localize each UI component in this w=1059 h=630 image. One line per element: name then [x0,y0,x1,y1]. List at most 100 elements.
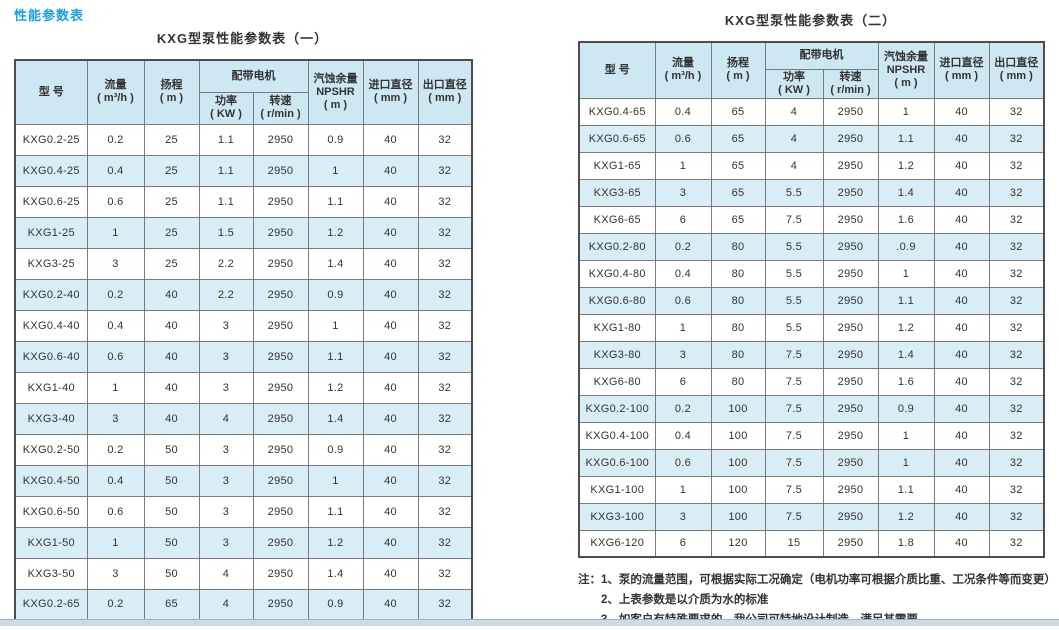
cell: 40 [143,278,200,311]
cell: 0.2 [654,232,712,261]
cell: 0.4 [654,421,712,450]
column-header: 转速( r/min ) [252,91,309,125]
cell: 100 [710,475,766,504]
table-row: KXG0.6-65 0.6 65 4 2950 1.1 40 32 [578,124,1045,153]
cell: 50 [143,526,200,559]
performance-table-2: 型 号流量( m³/h ) 扬程( m ) 配带电机 汽蚀余量 NPSHR( m ) 进口… [578,41,1045,558]
cell: KXG0.6-65 [578,124,656,153]
cell: 7.5 [764,502,824,531]
cell: 0.2 [86,433,145,466]
cell: 40 [933,313,990,342]
cell: KXG0.4-80 [578,259,656,288]
performance-table-1: 型 号流量( m³/h ) 扬程( m ) 配带电机 汽蚀余量 NPSHR( m ) 进口… [14,59,473,621]
cell: 40 [143,371,200,404]
cell: 2950 [252,526,309,559]
cell: KXG0.2-65 [14,588,88,621]
cell: 1.1 [307,495,364,528]
cell: 2950 [252,185,309,218]
cell: 2950 [822,205,879,234]
cell: 2950 [822,259,879,288]
cell: 0.2 [86,278,145,311]
cell: 32 [988,313,1045,342]
cell: 3 [654,502,712,531]
cell: 32 [417,216,473,249]
cell: 1.2 [307,216,364,249]
cell: 6 [654,529,712,558]
cell: 100 [710,421,766,450]
cell: KXG3-25 [14,247,88,280]
cell: 50 [143,433,200,466]
cell: 1.1 [307,185,364,218]
table-row: KXG0.2-25 0.2 25 1.1 2950 0.9 40 32 [14,123,473,156]
table-row: KXG0.6-50 0.6 50 3 2950 1.1 40 32 [14,495,473,528]
cell: 7.5 [764,421,824,450]
cell: 2950 [822,232,879,261]
cell: 40 [362,526,419,559]
cell: 40 [362,185,419,218]
cell: 0.2 [86,123,145,156]
cell: 40 [362,464,419,497]
cell: KXG1-100 [578,475,656,504]
cell: 32 [417,526,473,559]
cell: 100 [710,502,766,531]
cell: 2950 [822,124,879,153]
cell: 3 [86,557,145,590]
column-header: 转速( r/min ) [822,68,879,99]
cell: 0.9 [307,278,364,311]
cell: 0.4 [86,154,145,187]
table-row: KXG0.4-40 0.4 40 3 2950 1 40 32 [14,309,473,342]
cell: KXG1-40 [14,371,88,404]
cell: 1 [307,464,364,497]
cell: 32 [417,371,473,404]
cell: 3 [654,340,712,369]
cell: 1.2 [307,526,364,559]
cell: 0.4 [654,97,712,126]
table-row: KXG6-80 6 80 7.5 2950 1.6 40 32 [578,367,1045,396]
cell: 5.5 [764,286,824,315]
cell: 32 [417,557,473,590]
cell: 80 [710,286,766,315]
table-row: KXG0.6-100 0.6 100 7.5 2950 1 40 32 [578,448,1045,477]
cell: 5.5 [764,232,824,261]
cell: 1.6 [877,205,935,234]
cell: 1 [86,371,145,404]
table-row: KXG0.6-25 0.6 25 1.1 2950 1.1 40 32 [14,185,473,218]
cell: 40 [933,367,990,396]
table-row: KXG6-65 6 65 7.5 2950 1.6 40 32 [578,205,1045,234]
cell: KXG0.6-80 [578,286,656,315]
cell: KXG0.2-100 [578,394,656,423]
cell: KXG6-80 [578,367,656,396]
cell: 50 [143,464,200,497]
cell: 7.5 [764,367,824,396]
cell: 65 [710,124,766,153]
cell: 32 [417,309,473,342]
cell: 2950 [822,367,879,396]
cell: 32 [988,367,1045,396]
cell: 40 [933,232,990,261]
cell: 1 [654,151,712,180]
table-row: KXG3-100 3 100 7.5 2950 1.2 40 32 [578,502,1045,531]
cell: 2950 [822,313,879,342]
table-row: KXG0.2-40 0.2 40 2.2 2950 0.9 40 32 [14,278,473,311]
cell: KXG0.4-50 [14,464,88,497]
cell: 5.5 [764,313,824,342]
cell: 1.2 [307,371,364,404]
cell: 32 [988,448,1045,477]
table-row: KXG0.6-80 0.6 80 5.5 2950 1.1 40 32 [578,286,1045,315]
cell: 1.8 [877,529,935,558]
cell: 1.1 [198,154,254,187]
cell: 0.9 [307,123,364,156]
cell: .0.9 [877,232,935,261]
cell: 1.2 [877,313,935,342]
cell: 0.6 [86,495,145,528]
cell: 40 [362,247,419,280]
table-row: KXG0.2-50 0.2 50 3 2950 0.9 40 32 [14,433,473,466]
cell: 40 [933,448,990,477]
cell: 2950 [822,97,879,126]
cell: 40 [362,495,419,528]
column-header: 流量( m³/h ) [86,59,145,125]
cell: 7.5 [764,205,824,234]
table-row: KXG3-40 3 40 4 2950 1.4 40 32 [14,402,473,435]
cell: 65 [143,588,200,621]
cell: 32 [417,185,473,218]
